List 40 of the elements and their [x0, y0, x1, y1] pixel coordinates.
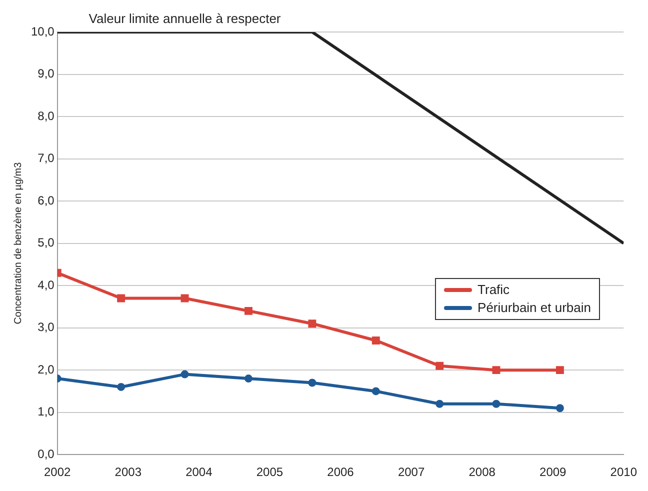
point — [117, 294, 126, 302]
point — [308, 378, 316, 387]
y-tick-label: 0,0 — [38, 446, 55, 461]
point — [492, 400, 500, 408]
y-tick-label: 3,0 — [38, 320, 55, 334]
y-axis-title: Concentration de benzène en µg/m3 — [12, 162, 24, 324]
point — [180, 370, 189, 378]
point — [372, 336, 380, 344]
y-tick-label: 2,0 — [38, 362, 55, 376]
x-tick-label: 2004 — [186, 465, 213, 480]
y-tick-label: 7,0 — [38, 151, 55, 166]
point — [244, 374, 252, 383]
y-tick-label: 5,0 — [38, 236, 55, 250]
x-tick-label: 2002 — [44, 465, 72, 480]
y-tick-label: 9,0 — [38, 66, 55, 81]
x-tick-label: 2007 — [398, 465, 425, 480]
point — [372, 387, 380, 396]
point — [436, 362, 444, 370]
y-tick-label: 4,0 — [38, 278, 55, 292]
x-tick-label: 2003 — [114, 465, 142, 480]
point — [556, 366, 564, 374]
point — [492, 366, 500, 374]
annotation: Valeur limite annuelle à respecter — [88, 11, 282, 26]
x-tick-label: 2010 — [610, 465, 638, 480]
legend-label: Trafic — [478, 281, 510, 299]
point — [308, 320, 316, 328]
y-tick-label: 6,0 — [38, 193, 55, 208]
point — [180, 294, 189, 302]
y-tick-label: 10,0 — [30, 24, 55, 38]
y-tick-label: 8,0 — [38, 108, 55, 123]
legend-label: Périurbain et urbain — [478, 299, 591, 317]
point — [117, 382, 126, 391]
x-tick-label: 2005 — [256, 465, 284, 480]
x-tick-label: 2008 — [468, 465, 496, 480]
y-tick-label: 1,0 — [38, 404, 55, 419]
point — [556, 404, 564, 412]
x-tick-label: 2006 — [327, 465, 354, 480]
point — [244, 306, 252, 315]
x-tick-label: 2009 — [540, 465, 567, 480]
point — [436, 400, 444, 408]
